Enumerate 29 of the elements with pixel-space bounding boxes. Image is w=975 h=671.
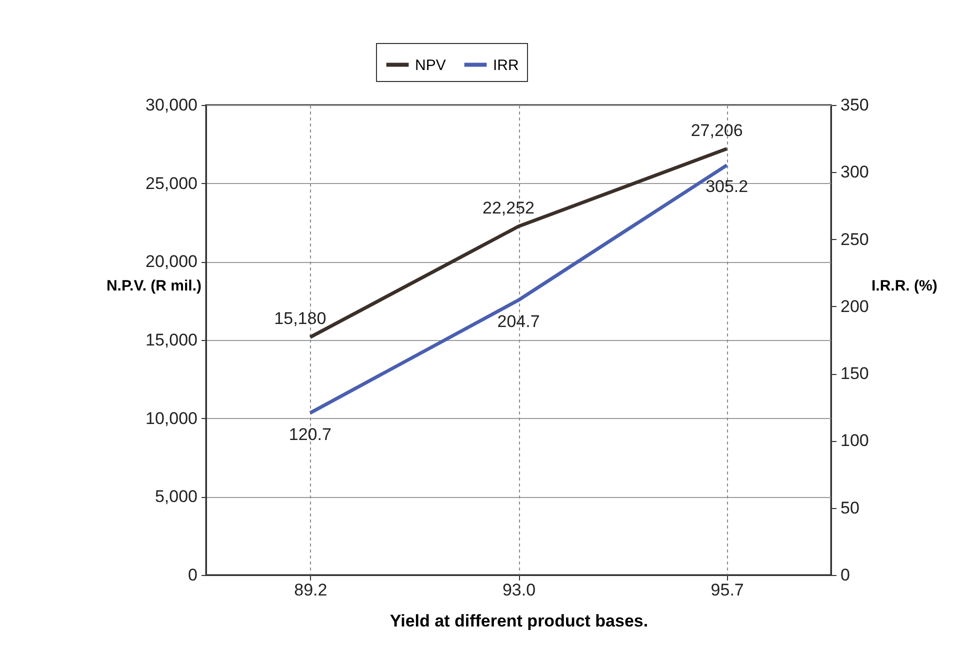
x-axis-title: Yield at different product bases. xyxy=(390,612,648,630)
y2-tick-label: 200 xyxy=(840,296,869,316)
y2-axis-title: I.R.R. (%) xyxy=(872,278,938,294)
data-label: 305.2 xyxy=(706,177,748,196)
y-tick-label: 0 xyxy=(188,566,198,584)
y2-tick-label: 0 xyxy=(840,566,850,584)
y2-tick-label: 250 xyxy=(840,230,869,249)
y2-tick-label: 350 xyxy=(840,96,869,114)
y2-tick-label: 150 xyxy=(840,364,869,384)
y2-tick-label: 300 xyxy=(840,162,869,182)
y-tick-label: 5,000 xyxy=(154,487,198,506)
y-tick-label: 30,000 xyxy=(146,96,198,114)
data-label: 22,252 xyxy=(482,198,534,218)
y-tick-label: 25,000 xyxy=(146,174,198,193)
x-tick-label: 95.7 xyxy=(710,580,744,600)
y-tick-label: 20,000 xyxy=(146,252,198,272)
y-axis-title: N.P.V. (R mil.) xyxy=(106,278,202,294)
y2-tick-label: 50 xyxy=(840,498,860,518)
data-label: 15,180 xyxy=(274,309,326,328)
y2-tick-label: 100 xyxy=(840,431,869,450)
data-label: 120.7 xyxy=(288,424,332,444)
x-tick-label: 89.2 xyxy=(294,580,328,600)
y-tick-label: 10,000 xyxy=(146,408,198,428)
data-label: 27,206 xyxy=(690,120,743,140)
legend-label: IRR xyxy=(493,56,519,74)
data-label: 204.7 xyxy=(497,312,540,332)
x-tick-label: 93.0 xyxy=(502,580,536,600)
y-tick-label: 15,000 xyxy=(146,330,198,350)
legend-label: NPV xyxy=(415,56,446,74)
